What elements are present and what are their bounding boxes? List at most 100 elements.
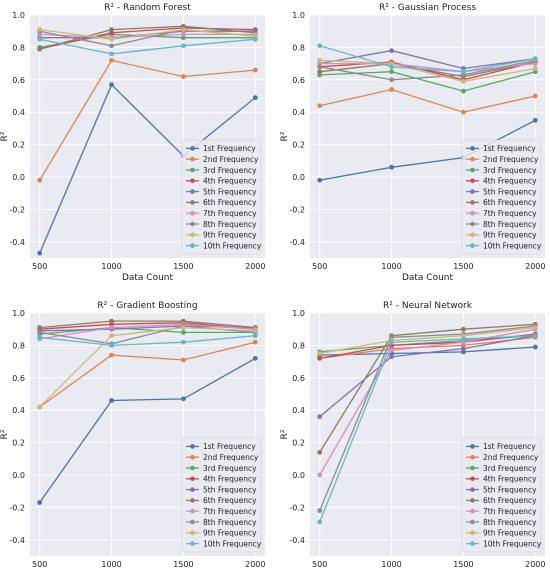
- y-tick-label: 0.2: [292, 141, 305, 150]
- x-tick-label: 2000: [245, 560, 265, 569]
- series-line-7: [39, 33, 256, 39]
- data-point: [37, 500, 43, 505]
- data-point: [181, 74, 186, 79]
- legend-label: 1st Frequency: [203, 442, 256, 451]
- series-line-8: [319, 325, 536, 511]
- series-line-10: [39, 335, 256, 347]
- legend-label: 7th Frequency: [203, 507, 257, 516]
- data-point: [461, 336, 466, 342]
- legend-label: 5th Frequency: [203, 187, 257, 196]
- x-tick-label: 2000: [525, 560, 545, 569]
- legend-label: 8th Frequency: [483, 518, 537, 527]
- legend-swatch-marker: [190, 189, 195, 194]
- legend-label: 3rd Frequency: [203, 464, 257, 473]
- chart-title: R² - Gradient Boosting: [97, 301, 197, 311]
- series-line-7: [319, 328, 536, 476]
- y-tick-label: 0.6: [12, 374, 25, 383]
- legend-swatch-marker: [470, 146, 475, 151]
- x-tick-label: 1000: [381, 262, 401, 271]
- data-point: [461, 79, 466, 84]
- series-line-9: [319, 59, 536, 83]
- x-axis-label: Data Count: [402, 273, 454, 283]
- legend: 1st Frequency 2nd Frequency 3rd Frequency 4…: [461, 437, 542, 553]
- data-point: [37, 46, 43, 52]
- y-tick-label: 1.0: [12, 11, 25, 20]
- data-point: [317, 64, 323, 70]
- y-tick-label: 0.4: [12, 406, 25, 415]
- legend-swatch-marker: [190, 178, 195, 184]
- data-point: [181, 27, 186, 32]
- legend-swatch-marker: [190, 465, 195, 471]
- data-point: [181, 339, 186, 345]
- legend-label: 2nd Frequency: [483, 453, 539, 462]
- y-tick-label: -0.2: [289, 205, 305, 214]
- data-point: [389, 48, 394, 54]
- legend-label: 9th Frequency: [483, 231, 537, 240]
- data-point: [109, 325, 114, 330]
- data-point: [252, 355, 258, 361]
- legend-swatch-marker: [190, 167, 195, 173]
- legend-swatch-marker: [190, 146, 195, 151]
- y-axis-label: R²: [280, 131, 290, 141]
- y-tick-label: 0.2: [12, 141, 25, 150]
- series-line-6: [319, 323, 536, 453]
- data-point: [37, 334, 43, 340]
- series-line-7: [39, 323, 256, 340]
- legend-label: 2nd Frequency: [203, 155, 259, 164]
- y-tick-label: 0.8: [12, 341, 25, 350]
- legend-swatch-marker: [470, 444, 475, 449]
- legend-swatch-marker: [470, 487, 475, 492]
- legend-label: 5th Frequency: [483, 485, 537, 494]
- legend-swatch-marker: [190, 232, 195, 238]
- data-point: [389, 77, 394, 83]
- legend-label: 10th Frequency: [483, 241, 542, 250]
- data-point: [37, 36, 43, 42]
- legend-label: 10th Frequency: [203, 241, 262, 250]
- data-point: [532, 117, 538, 123]
- x-tick-label: 1000: [381, 560, 401, 569]
- legend-swatch-marker: [470, 454, 475, 460]
- y-tick-label: 0.6: [12, 76, 25, 85]
- y-tick-label: 0.8: [292, 43, 305, 52]
- data-point: [461, 109, 466, 115]
- data-point: [109, 57, 114, 63]
- chart-panel-1: -0.4 -0.2 0.0 0.2 0.4 0.6 0.8 1.0 500 1000 1500 200…: [0, 3, 265, 283]
- series-line-1: [39, 83, 256, 254]
- data-point: [317, 43, 323, 49]
- data-point: [109, 36, 114, 42]
- data-point: [109, 82, 114, 88]
- legend-label: 4th Frequency: [203, 177, 257, 186]
- data-point: [532, 56, 538, 62]
- legend-label: 5th Frequency: [483, 187, 537, 196]
- chart-panel-3: -0.4 -0.2 0.0 0.2 0.4 0.6 0.8 1.0 500 1000 1500 200…: [0, 301, 265, 569]
- series-line-5: [319, 49, 536, 70]
- legend-label: 1st Frequency: [203, 144, 256, 153]
- series-line-1: [39, 357, 256, 503]
- data-point: [109, 51, 114, 57]
- series-line-5: [319, 335, 536, 418]
- data-point: [181, 43, 186, 49]
- data-point: [181, 396, 186, 402]
- legend-swatch-marker: [470, 200, 475, 205]
- legend-label: 8th Frequency: [203, 518, 257, 527]
- series-line-4: [319, 333, 536, 360]
- data-point: [181, 357, 186, 363]
- series-line-1: [319, 119, 536, 181]
- legend-swatch-marker: [470, 465, 475, 471]
- data-point: [181, 32, 186, 37]
- legend-label: 4th Frequency: [203, 475, 257, 484]
- legend-label: 2nd Frequency: [483, 155, 539, 164]
- legend-swatch-marker: [470, 530, 475, 536]
- y-tick-label: 0.8: [12, 43, 25, 52]
- legend-swatch-marker: [190, 487, 195, 492]
- data-point: [532, 93, 538, 99]
- y-tick-label: 0.0: [292, 173, 305, 182]
- legend-box: [181, 437, 262, 553]
- y-tick-label: 0.6: [292, 374, 305, 383]
- legend-label: 10th Frequency: [203, 539, 262, 548]
- legend: 1st Frequency 2nd Frequency 3rd Frequency 4…: [461, 139, 542, 255]
- data-point: [109, 27, 114, 32]
- legend-swatch-marker: [470, 498, 475, 503]
- legend-label: 4th Frequency: [483, 475, 537, 484]
- data-point: [252, 333, 258, 339]
